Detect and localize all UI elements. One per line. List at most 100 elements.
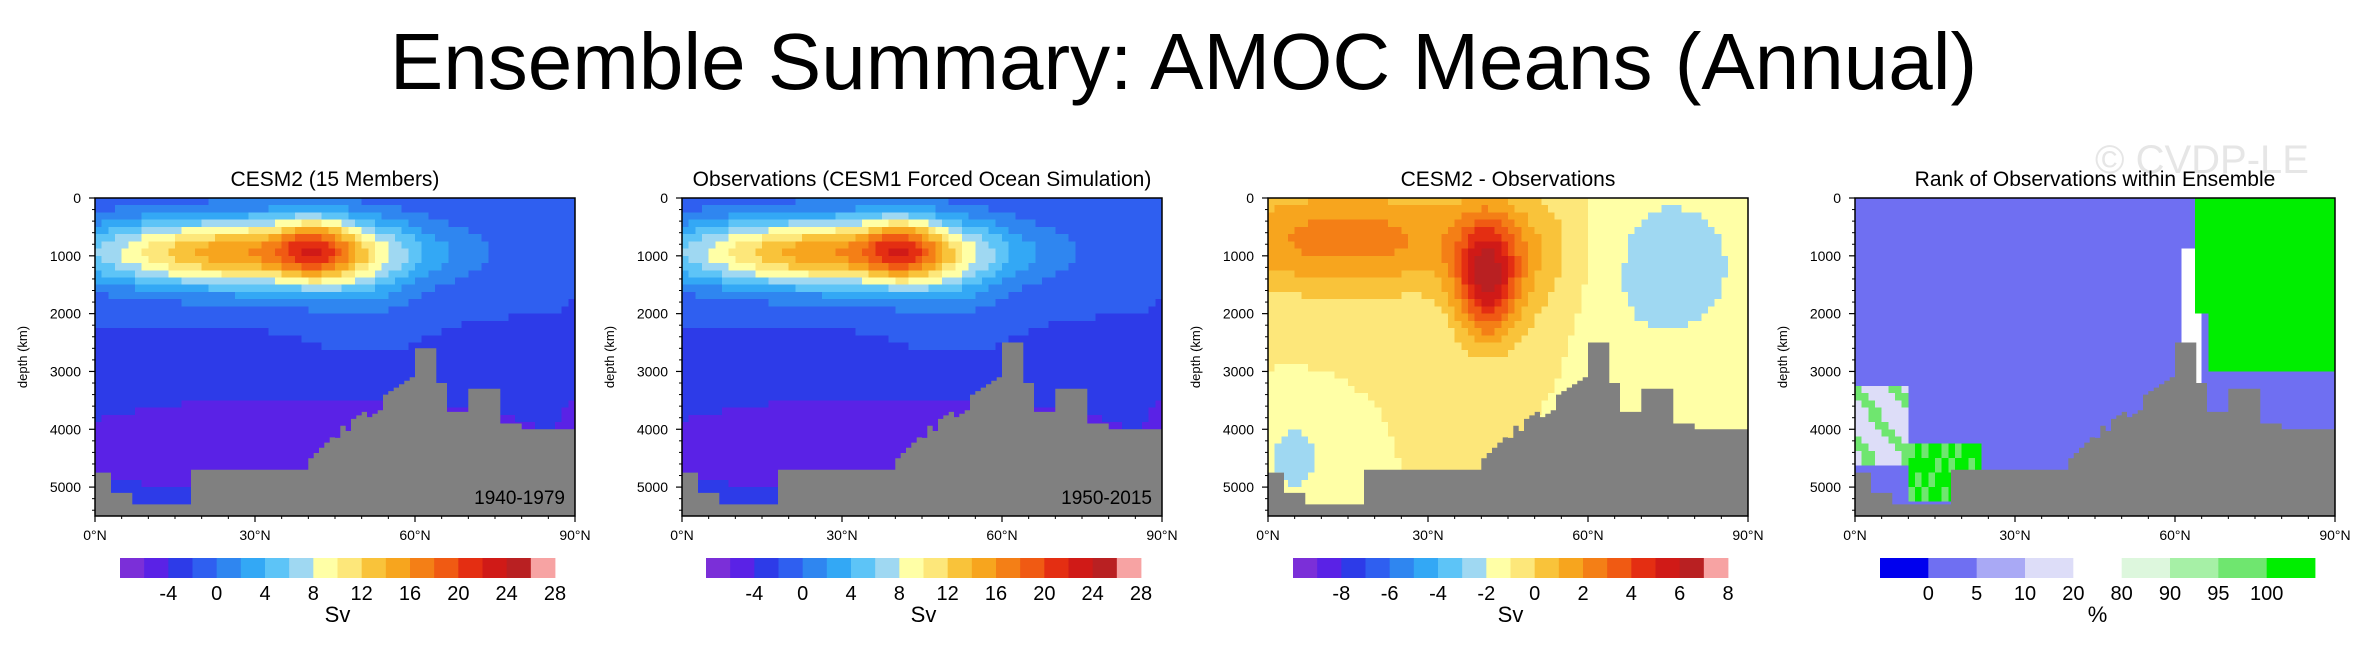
field-cell [682,407,690,416]
field-cell [275,385,283,394]
field-cell [128,248,136,257]
field-cell [742,400,750,409]
field-cell [848,364,856,373]
field-cell [335,349,343,358]
field-cell [501,393,509,401]
field-cell [568,414,576,423]
field-cell [868,414,876,423]
field-cell [842,436,850,445]
field-cell [121,371,129,380]
field-cell [481,248,489,257]
field-cell [808,205,816,214]
field-cell [255,429,263,438]
field-cell [281,306,289,315]
field-cell [768,487,776,495]
field-cell [515,277,523,286]
field-cell [822,422,830,430]
field-cell [155,479,163,488]
field-cell [368,212,376,221]
field-cell [228,393,236,401]
field-cell [308,385,316,394]
field-cell [148,436,156,445]
field-cell [181,241,189,250]
field-cell [181,349,189,358]
field-cell [788,255,796,264]
field-cell [521,284,529,293]
field-cell [815,205,823,214]
field-cell [528,277,536,286]
field-cell [321,212,329,221]
field-cell [508,320,516,329]
field-cell [141,277,149,286]
field-cell [882,357,890,365]
field-cell [121,205,129,214]
field-cell [815,328,823,336]
field-cell [228,198,236,206]
field-cell [495,270,503,279]
field-cell [268,270,276,279]
field-cell [461,291,469,300]
field-cell [128,313,136,322]
field-cell [722,357,730,365]
field-cell [775,270,783,279]
field-cell [288,400,296,409]
field-cell [135,248,143,257]
field-cell [395,306,403,315]
field-cell [808,450,816,459]
field-cell [121,385,129,394]
field-cell [355,400,363,409]
field-cell [802,443,810,452]
field-cell [368,270,376,279]
field-cell [155,378,163,387]
field-cell [328,349,336,358]
field-cell [328,407,336,416]
field-cell [775,234,783,242]
field-cell [248,205,256,214]
field-cell [315,364,323,373]
field-cell [121,248,129,257]
field-cell [255,284,263,293]
field-cell [255,357,263,365]
field-cell [868,342,876,351]
field-cell [435,212,443,221]
field-cell [255,407,263,416]
field-cell [795,429,803,438]
field-cell [755,458,763,467]
field-cell [241,407,249,416]
field-cell [281,458,289,467]
field-cell [755,284,763,293]
field-cell [208,342,216,351]
field-cell [321,263,329,271]
field-cell [795,371,803,380]
field-cell [515,234,523,242]
field-cell [548,393,556,401]
field-cell [321,306,329,315]
field-cell [682,212,690,221]
field-cell [855,436,863,445]
field-cell [215,400,223,409]
field-cell [141,487,149,495]
field-cell [682,270,690,279]
field-cell [822,357,830,365]
field-cell [121,198,129,206]
field-cell [882,378,890,387]
field-cell [882,450,890,459]
field-cell [115,465,123,474]
field-cell [188,219,196,228]
field-cell [922,407,930,416]
field-cell [181,320,189,329]
field-cell [468,234,476,242]
field-cell [268,458,276,467]
field-cell [368,226,376,235]
field-cell [928,255,936,264]
field-cell [181,487,189,495]
field-cell [808,270,816,279]
field-cell [555,393,563,401]
field-cell [842,291,850,300]
field-cell [161,364,169,373]
field-cell [735,494,743,503]
field-cell [735,277,743,286]
field-cell [708,357,716,365]
field-cell [415,234,423,242]
